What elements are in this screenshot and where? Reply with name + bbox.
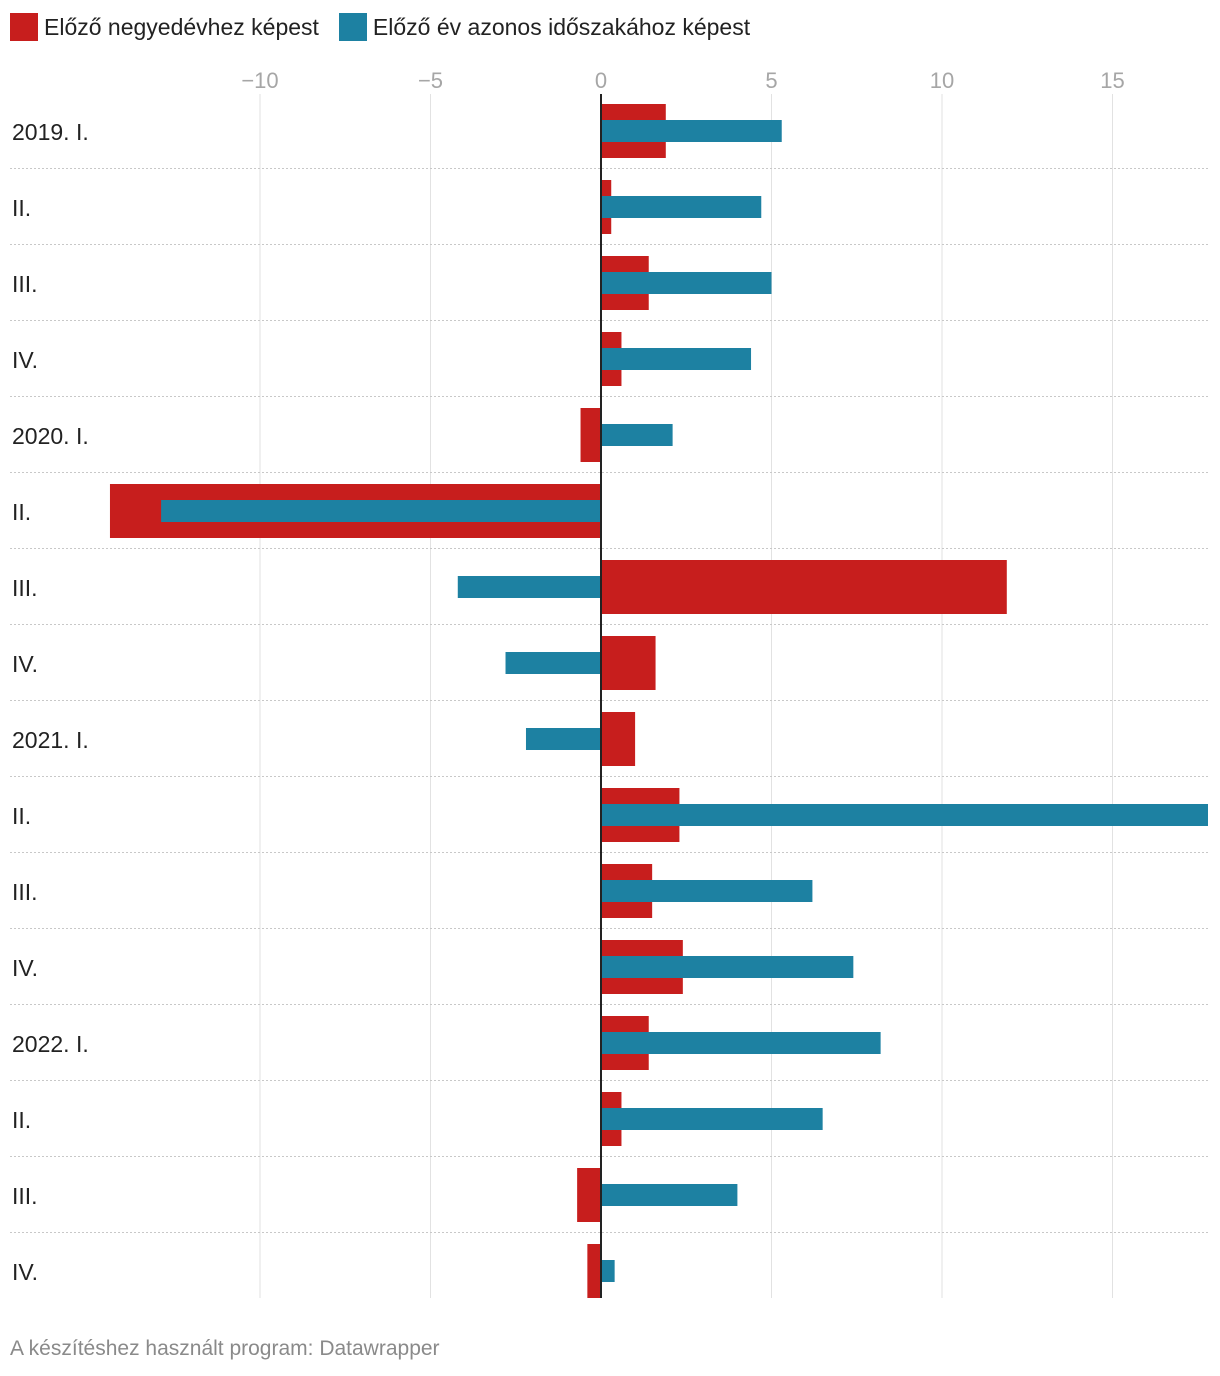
bar-quarter-on-quarter [587,1244,601,1298]
bar-year-on-year [601,956,854,978]
x-tick-label: 15 [1100,68,1124,93]
category-label: III. [12,1183,38,1209]
bar-year-on-year [601,272,772,294]
x-tick-label: 0 [595,68,607,93]
bar-quarter-on-quarter [601,636,656,690]
bar-quarter-on-quarter [577,1168,601,1222]
bar-year-on-year [601,196,762,218]
category-label: IV. [12,347,38,373]
legend-swatch-red [10,13,38,41]
x-tick-label: 5 [765,68,777,93]
legend-item-year-on-year: Előző év azonos időszakához képest [338,13,751,41]
legend-label-quarter-on-quarter: Előző negyedévhez képest [44,13,319,40]
category-label: II. [12,1107,31,1133]
bar-year-on-year [601,804,1208,826]
bar-year-on-year [601,880,813,902]
bar-chart: −10 −5 0 5 10 15 2019. I. II. III. IV. 2020. I. II.… [10,68,1208,1298]
legend-item-quarter-on-quarter: Előző negyedévhez képest [10,13,319,41]
category-label: II. [12,499,31,525]
bar-year-on-year [601,1108,823,1130]
category-label: III. [12,575,38,601]
x-tick-label: −5 [418,68,443,93]
category-label: II. [12,195,31,221]
category-label: 2021. I. [12,727,89,753]
bar-year-on-year [601,424,673,446]
bar-year-on-year [601,1260,615,1282]
bar-year-on-year [525,728,601,750]
bar-year-on-year [601,120,782,142]
bar-quarter-on-quarter [601,560,1007,614]
bar-quarter-on-quarter [580,408,601,462]
bar-quarter-on-quarter [601,712,636,766]
chart-legend: Előző negyedévhez képest Előző év azonos… [10,12,770,42]
bar-year-on-year [505,652,601,674]
bar-year-on-year [601,1184,738,1206]
category-label: III. [12,271,38,297]
category-label: 2022. I. [12,1031,89,1057]
bar-year-on-year [457,576,601,598]
category-label: IV. [12,1259,38,1285]
category-label: 2020. I. [12,423,89,449]
x-tick-label: 10 [930,68,954,93]
category-label: IV. [12,651,38,677]
bar-year-on-year [161,500,602,522]
legend-label-year-on-year: Előző év azonos időszakához képest [372,13,751,40]
bar-year-on-year [601,348,752,370]
legend-swatch-blue [338,13,367,41]
category-label: III. [12,879,38,905]
category-label: IV. [12,955,38,981]
category-label: 2019. I. [12,119,89,145]
footer-credit: A készítéshez használt program: Datawrap… [10,1337,440,1360]
category-label: II. [12,803,31,829]
x-tick-label: −10 [241,68,278,93]
bar-year-on-year [601,1032,881,1054]
